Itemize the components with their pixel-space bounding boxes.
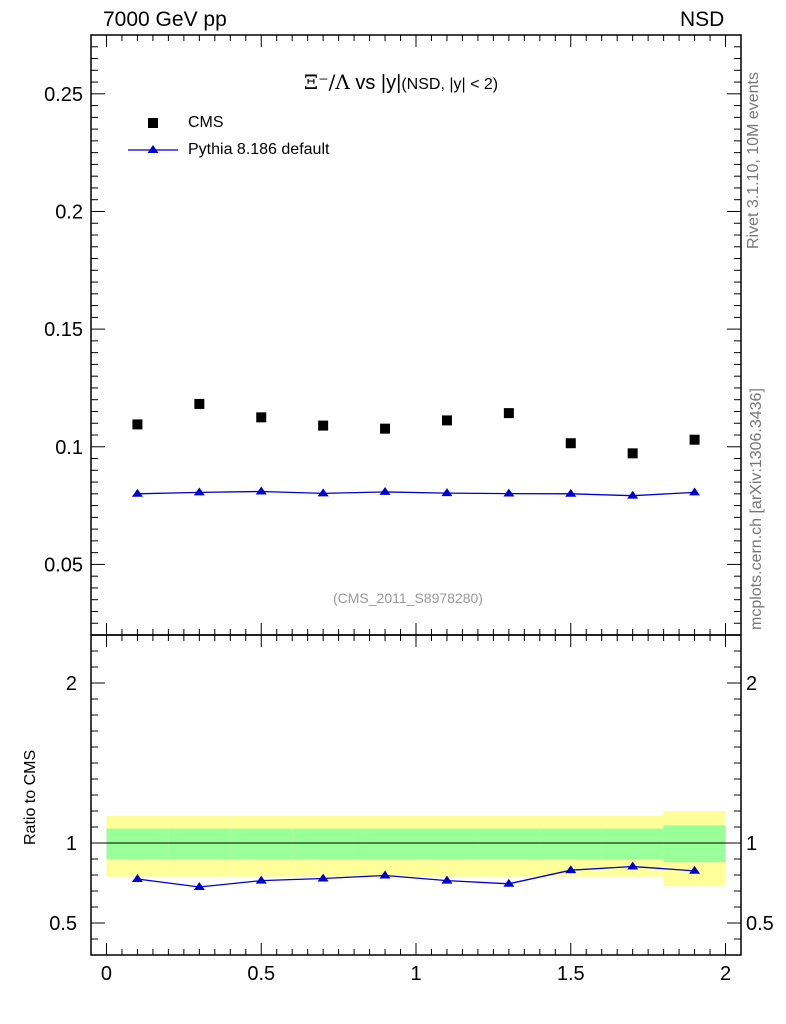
ratio-pythia-marker — [689, 865, 701, 874]
pythia-marker — [441, 488, 453, 497]
cms-data-point — [194, 398, 205, 409]
plot-title: Ξ⁻/Λ vs |y|(NSD, |y| < 2) — [304, 70, 498, 95]
ratio-y-tick-label-right: 2 — [746, 673, 757, 695]
ratio-band-inner-bin — [106, 828, 169, 859]
ratio-band-inner-bin — [230, 828, 293, 859]
cms-data-point — [565, 438, 576, 449]
pythia-marker — [379, 486, 391, 495]
ratio-pythia-marker — [565, 865, 577, 874]
ratio-band-inner-bin — [539, 828, 602, 859]
header-process: 7000 GeV pp — [103, 8, 227, 31]
y-tick-label: 0.05 — [44, 554, 83, 576]
ratio-pythia-line — [137, 865, 695, 888]
ratio-pythia-marker — [627, 861, 639, 870]
x-tick-label: 1 — [410, 963, 421, 985]
cms-data-point — [627, 448, 638, 459]
ratio-y-tick-label: 1 — [66, 833, 77, 855]
x-tick-label: 0 — [101, 963, 112, 985]
ratio-band-inner-bin — [601, 828, 664, 859]
ratio-band-inner-bin — [416, 828, 478, 859]
pythia-marker — [565, 488, 577, 497]
pythia-marker — [689, 487, 701, 496]
y-tick-label: 0.2 — [55, 201, 83, 223]
pythia-marker — [627, 490, 639, 499]
header-event-type: NSD — [680, 8, 725, 31]
rivet-version-label: Rivet 3.1.10, 10M events — [745, 72, 762, 249]
mcplots-reference-label: mcplots.cern.ch [arXiv:1306.3436] — [748, 388, 765, 630]
x-tick-label: 1.5 — [557, 963, 585, 985]
ratio-pythia-marker — [255, 875, 267, 884]
pythia-marker — [503, 488, 515, 497]
y-tick-label: 0.1 — [55, 437, 83, 459]
pythia-line — [137, 490, 695, 497]
title-text: vs |y| — [355, 72, 402, 94]
ratio-axis-label: Ratio to CMS — [22, 749, 39, 845]
cms-data-point — [441, 415, 452, 426]
cms-data-point — [380, 423, 391, 434]
ratio-pythia-marker — [379, 870, 391, 879]
ratio-y-tick-label: 0.5 — [49, 913, 77, 935]
ratio-y-tick-label: 2 — [66, 673, 77, 695]
ratio-band-inner-bin — [477, 828, 540, 859]
cms-data-point — [256, 412, 267, 423]
cms-data-point — [318, 420, 329, 431]
y-tick-label: 0.15 — [44, 319, 83, 341]
pythia-marker — [193, 487, 205, 496]
pythia-marker — [255, 486, 267, 495]
ratio-y-tick-label-right: 0.5 — [746, 913, 774, 935]
legend-label-cms: CMS — [188, 114, 224, 131]
ratio-band-inner-bin — [168, 828, 231, 859]
legend-label-pythia: Pythia 8.186 default — [188, 141, 330, 158]
pythia-marker — [131, 488, 143, 497]
ratio-band-inner-bin — [663, 825, 726, 863]
cms-data-point — [132, 419, 143, 430]
legend-marker-pythia — [147, 145, 159, 153]
ratio-band-inner-bin — [354, 828, 416, 859]
pythia-marker — [317, 488, 329, 497]
ratio-pythia-marker — [131, 874, 143, 882]
ratio-band-inner-bin — [292, 828, 355, 859]
ratio-pythia-marker — [441, 875, 453, 884]
x-tick-label: 0.5 — [247, 963, 275, 985]
analysis-watermark: (CMS_2011_S8978280) — [333, 590, 483, 606]
y-tick-label: 0.25 — [44, 84, 83, 106]
ratio-pythia-marker — [193, 882, 205, 890]
legend-marker-cms — [148, 118, 158, 128]
ratio-pythia-marker — [503, 878, 515, 887]
ratio-y-tick-label-right: 1 — [746, 833, 757, 855]
title-symbol: Ξ⁻/Λ — [304, 70, 350, 94]
title-cut: (NSD, |y| < 2) — [401, 76, 499, 93]
ratio-pythia-marker — [317, 873, 329, 882]
ratio-plot-frame — [90, 634, 742, 956]
cms-data-point — [503, 408, 514, 419]
cms-data-point — [689, 434, 700, 445]
x-tick-label: 2 — [720, 963, 731, 985]
